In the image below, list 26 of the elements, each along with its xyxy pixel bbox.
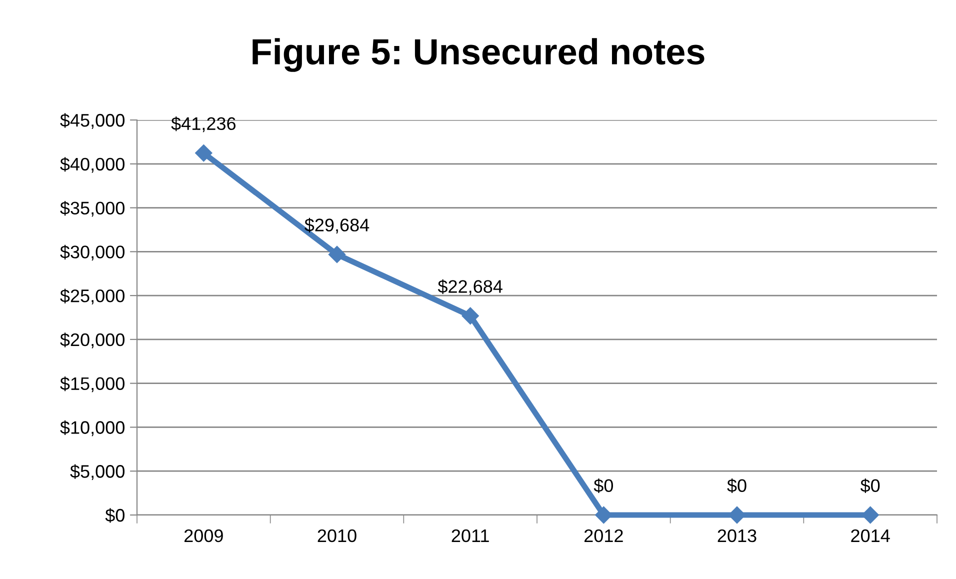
y-tick-label: $45,000 <box>60 113 124 129</box>
point <box>462 307 479 324</box>
y-tick-label: $25,000 <box>60 288 124 304</box>
point <box>195 144 212 162</box>
data-label: $41,236 <box>171 116 236 132</box>
x-tick-label: 2012 <box>584 529 623 542</box>
data-label: $0 <box>594 478 614 494</box>
x-tick-label: 2013 <box>718 529 756 542</box>
y-tick-label: $10,000 <box>60 420 124 436</box>
y-tick-label: $0 <box>105 508 124 523</box>
x-tick-label: 2014 <box>851 529 890 542</box>
y-tick-label: $20,000 <box>60 332 124 348</box>
chart-title: Figure 5: Unsecured notes <box>252 38 704 72</box>
x-tick-label: 2009 <box>184 529 223 542</box>
data-label: $22,684 <box>438 279 502 296</box>
point <box>328 246 346 263</box>
y-tick-label: $15,000 <box>60 376 124 392</box>
y-tick-label: $5,000 <box>70 464 124 480</box>
x-tick-label: 2011 <box>452 529 489 542</box>
x-tick-label: 2010 <box>318 529 356 542</box>
y-tick-label: $35,000 <box>60 200 124 217</box>
data-label: $29,684 <box>304 218 370 234</box>
y-tick-label: $30,000 <box>60 244 124 261</box>
data-label: $0 <box>860 478 880 494</box>
data-label: $0 <box>727 478 746 494</box>
y-tick-label: $40,000 <box>60 157 124 173</box>
